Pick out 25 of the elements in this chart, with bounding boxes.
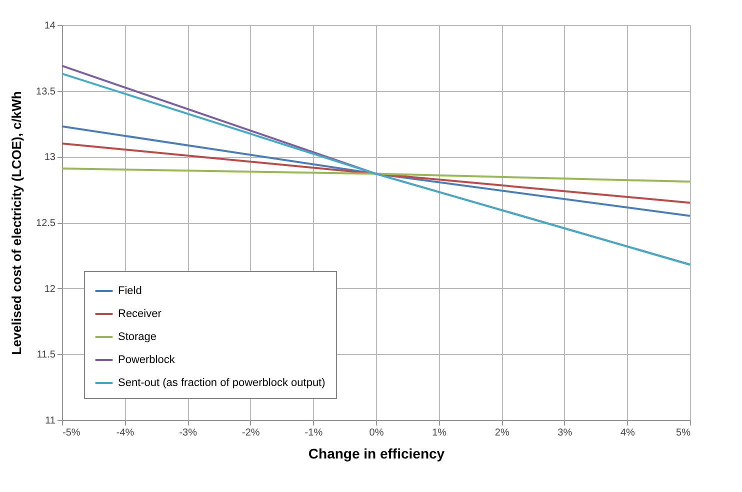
legend-label: Powerblock xyxy=(118,354,176,366)
x-tick-label: -1% xyxy=(304,428,323,438)
y-tick-label: 11 xyxy=(45,416,56,426)
x-tick-label: 0% xyxy=(369,428,384,438)
legend-label: Sent-out (as fraction of powerblock output) xyxy=(118,377,326,389)
x-tick-label: -4% xyxy=(116,428,134,438)
x-tick-label: 2% xyxy=(494,428,510,438)
x-tick-label: 1% xyxy=(432,428,447,438)
x-tick-label: -5% xyxy=(62,428,80,438)
x-tick-label: 3% xyxy=(558,428,572,438)
x-tick-label: -2% xyxy=(242,428,260,438)
x-tick-label: 5% xyxy=(676,428,691,438)
y-axis-title: Levelised cost of electricity (LCOE), c/kWh xyxy=(9,91,24,355)
y-tick-label: 13.5 xyxy=(36,86,56,98)
y-tick-label: 13 xyxy=(44,152,56,164)
x-axis-title: Change in efficiency xyxy=(308,446,445,462)
y-tick-label: 14 xyxy=(44,20,56,32)
x-tick-label: 4% xyxy=(620,428,636,438)
y-tick-label: 11.5 xyxy=(36,350,56,361)
legend-label: Receiver xyxy=(118,308,162,320)
y-tick-label: 12 xyxy=(44,284,56,295)
y-tick-label: 12.5 xyxy=(36,218,56,229)
legend-label: Field xyxy=(118,285,142,297)
legend-label: Storage xyxy=(118,331,157,343)
x-tick-label: -3% xyxy=(179,428,198,438)
